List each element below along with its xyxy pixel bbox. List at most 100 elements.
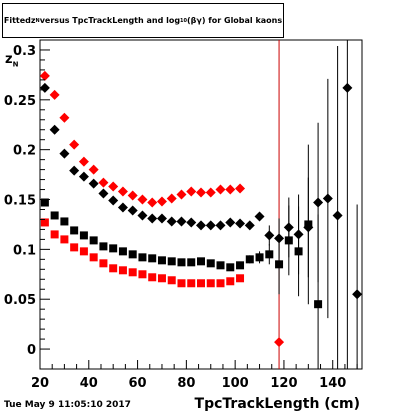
data-point [293, 229, 304, 240]
data-point [117, 202, 128, 213]
y-tick-label: 0 [27, 343, 36, 358]
data-point [166, 216, 177, 227]
data-point [78, 156, 89, 167]
series-0 [40, 218, 245, 288]
series-2 [39, 70, 285, 348]
y-axis-label-sub: N [12, 60, 19, 69]
data-point [89, 253, 98, 262]
data-point [274, 233, 285, 244]
data-point [98, 188, 109, 199]
data-point [275, 260, 284, 269]
data-point [59, 148, 70, 159]
data-point [303, 222, 314, 233]
y-axis-label: zN [5, 52, 18, 69]
data-point [254, 211, 265, 222]
data-point [206, 279, 215, 288]
data-point [245, 255, 254, 264]
data-point [187, 279, 196, 288]
data-point [352, 289, 363, 300]
data-point [99, 259, 108, 268]
x-tick-label: 80 [177, 376, 195, 391]
data-point [69, 139, 80, 150]
data-point [118, 247, 127, 256]
data-point [137, 210, 148, 221]
data-point [148, 254, 157, 263]
data-point [157, 256, 166, 265]
data-point [147, 213, 158, 224]
data-point [216, 261, 225, 270]
data-point [60, 235, 69, 244]
data-point [128, 250, 137, 259]
data-point [215, 220, 226, 231]
data-point [39, 82, 50, 93]
data-point [226, 277, 235, 286]
timestamp: Tue May 9 11:05:10 2017 [4, 400, 131, 410]
data-point [49, 124, 60, 135]
data-point [265, 250, 274, 259]
data-point [283, 222, 294, 233]
data-point [59, 112, 70, 123]
data-point [186, 186, 197, 197]
data-point [60, 217, 69, 226]
data-point [255, 253, 264, 262]
data-point [177, 258, 186, 267]
title-part-1: z [30, 16, 36, 25]
data-point [128, 268, 137, 277]
y-tick-label: 0.1 [13, 243, 36, 258]
data-point [235, 218, 246, 229]
data-point [235, 183, 246, 194]
data-point [49, 89, 60, 100]
data-point [99, 242, 108, 251]
data-point [186, 217, 197, 228]
data-point [79, 231, 88, 240]
data-point [176, 189, 187, 200]
data-point [40, 218, 49, 227]
y-tick-label: 0.05 [4, 293, 36, 308]
data-point [206, 259, 215, 268]
x-tick-label: 40 [80, 376, 98, 391]
x-axis-label: TpcTrackLength (cm) [194, 396, 360, 412]
title-part-0: Fitted [3, 16, 31, 25]
data-point [78, 171, 89, 182]
data-point [138, 253, 147, 262]
data-point [196, 187, 206, 198]
data-point [236, 261, 245, 270]
data-point [157, 274, 166, 283]
data-point [197, 279, 205, 288]
title-part-3: versus TpcTrackLength and log [39, 16, 181, 25]
data-point [274, 337, 285, 348]
data-point [176, 216, 187, 227]
y-tick-label: 0.25 [4, 94, 36, 109]
data-point [137, 194, 148, 205]
data-point [225, 184, 236, 195]
data-point [50, 230, 59, 239]
plot-frame [39, 39, 363, 370]
data-point [166, 193, 177, 204]
data-point [109, 244, 118, 253]
y-axis-label-main: z [5, 52, 13, 67]
data-point [69, 165, 80, 176]
data-point [50, 211, 59, 220]
y-tick-label: 0.15 [4, 194, 36, 209]
data-point [225, 217, 236, 228]
data-point [70, 226, 79, 235]
data-point [313, 197, 324, 208]
data-point [108, 181, 119, 192]
x-tick-label: 20 [31, 376, 49, 391]
data-point [88, 178, 99, 189]
data-point [167, 257, 176, 266]
data-point [322, 193, 333, 204]
y-tick-label: 0.3 [13, 44, 36, 59]
data-point [117, 186, 128, 197]
data-point [205, 220, 216, 231]
data-point [89, 236, 98, 245]
data-point [314, 300, 323, 309]
data-point [332, 210, 343, 221]
data-point [109, 264, 118, 273]
y-tick-label: 0.2 [13, 144, 36, 159]
data-point [70, 243, 79, 252]
x-tick-label: 60 [129, 376, 147, 391]
title-part-4: 10 [180, 17, 188, 24]
data-point [79, 247, 88, 256]
